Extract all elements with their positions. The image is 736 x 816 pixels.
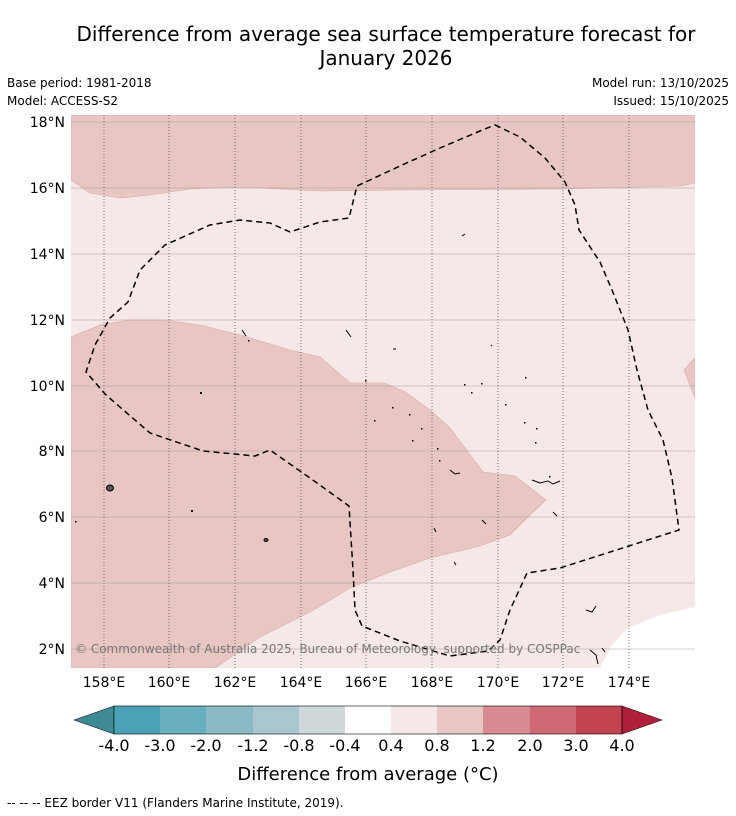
meta-right: Model run: 13/10/2025 Issued: 15/10/2025 [592, 74, 729, 110]
colorbar-segment [391, 706, 437, 734]
colorbar-tick: -1.2 [237, 736, 268, 755]
colorbar-segment [114, 706, 160, 734]
anomaly-band-0.8-1.2-east [683, 357, 695, 399]
colorbar-tick: 2.0 [517, 736, 542, 755]
colorbar-segment [253, 706, 299, 734]
lon-label: 168°E [411, 675, 454, 691]
lon-gridlines [103, 115, 630, 668]
colorbar-tick: -2.0 [190, 736, 221, 755]
lon-labels: 158°E 160°E 162°E 164°E 166°E 168°E 170°… [83, 675, 651, 691]
lat-label: 2°N [39, 642, 65, 658]
islands [106, 233, 606, 665]
colorbar-segment [576, 706, 622, 734]
base-period: Base period: 1981-2018 [7, 76, 152, 90]
colorbar-segment [160, 706, 206, 734]
lon-label: 164°E [280, 675, 323, 691]
colorbar-under-arrow [73, 705, 115, 735]
colorbar [73, 705, 663, 735]
anomaly-band-neutral [600, 607, 695, 668]
copyright-notice: © Commonwealth of Australia 2025, Bureau… [75, 642, 580, 656]
lat-label: 16°N [30, 181, 65, 197]
map-area: © Commonwealth of Australia 2025, Bureau… [71, 115, 695, 668]
anomaly-band-0.8-1.2-north [71, 115, 695, 199]
lat-label: 14°N [30, 247, 65, 263]
lat-label: 6°N [39, 510, 65, 526]
colorbar-outline [113, 705, 623, 735]
colorbar-tick: 4.0 [609, 736, 634, 755]
lon-label: 162°E [214, 675, 257, 691]
colorbar-tick: -4.0 [98, 736, 129, 755]
lon-label: 166°E [345, 675, 388, 691]
small-islets [75, 340, 551, 523]
colorbar-segment [299, 706, 345, 734]
lat-label: 10°N [30, 379, 65, 395]
colorbar-tick: 0.8 [424, 736, 449, 755]
colorbar-tick: -3.0 [144, 736, 175, 755]
issued-date: Issued: 15/10/2025 [613, 94, 729, 108]
anomaly-band-0.8-1.2-west [71, 319, 547, 668]
model-name: Model: ACCESS-S2 [7, 94, 119, 108]
lat-gridlines [71, 121, 695, 650]
colorbar-tick: 0.4 [378, 736, 403, 755]
colorbar-segment [483, 706, 530, 734]
colorbar-title: Difference from average (°C) [237, 764, 498, 785]
lon-label: 170°E [477, 675, 520, 691]
chart-title: Difference from average sea surface temp… [36, 22, 736, 70]
lon-label: 158°E [83, 675, 126, 691]
lat-label: 4°N [39, 576, 65, 592]
lon-label: 174°E [608, 675, 651, 691]
chart-title-line1: Difference from average sea surface temp… [76, 22, 696, 46]
colorbar-ticks: -4.0 -3.0 -2.0 -1.2 -0.8 -0.4 0.4 0.8 1.… [98, 736, 634, 755]
colorbar-tick: -0.4 [329, 736, 360, 755]
colorbar-segment [345, 706, 391, 734]
model-run: Model run: 13/10/2025 [591, 76, 729, 90]
colorbar-over-arrow [621, 705, 663, 735]
colorbar-segment [206, 706, 253, 734]
lon-label: 172°E [542, 675, 585, 691]
lat-labels: 18°N 16°N 14°N 12°N 10°N 8°N 6°N 4°N 2°N [30, 115, 65, 658]
lat-label: 8°N [39, 444, 65, 460]
lat-label: 12°N [30, 313, 65, 329]
colorbar-segment [437, 706, 483, 734]
chart-title-line2: January 2026 [319, 46, 453, 70]
colorbar-tick: 1.2 [470, 736, 495, 755]
lon-label: 160°E [148, 675, 191, 691]
meta-left: Base period: 1981-2018 Model: ACCESS-S2 [7, 74, 152, 110]
lat-label: 18°N [30, 115, 65, 131]
colorbar-tick: -0.8 [283, 736, 314, 755]
footnote: -- -- -- EEZ border V11 (Flanders Marine… [7, 796, 344, 810]
colorbar-tick: 3.0 [563, 736, 588, 755]
colorbar-segment [530, 706, 576, 734]
